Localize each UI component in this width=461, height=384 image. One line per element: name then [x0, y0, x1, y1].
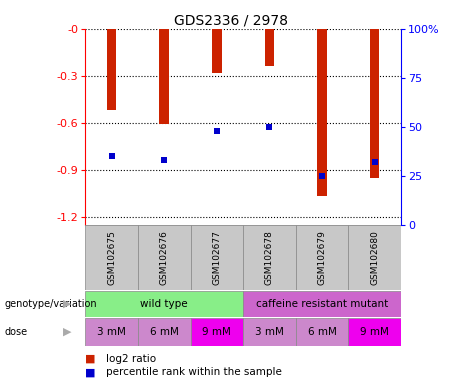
Text: 3 mM: 3 mM	[255, 326, 284, 337]
Text: caffeine resistant mutant: caffeine resistant mutant	[256, 299, 388, 309]
Text: GSM102679: GSM102679	[318, 230, 327, 285]
Bar	[370, 29, 379, 178]
Text: 6 mM: 6 mM	[307, 326, 337, 337]
Text: 9 mM: 9 mM	[202, 326, 231, 337]
Text: ▶: ▶	[63, 299, 71, 309]
Text: 3 mM: 3 mM	[97, 326, 126, 337]
Bar	[243, 291, 401, 317]
Text: percentile rank within the sample: percentile rank within the sample	[106, 367, 282, 377]
Bar	[296, 225, 349, 290]
Bar	[160, 29, 169, 124]
Text: 6 mM: 6 mM	[150, 326, 179, 337]
Bar	[85, 291, 243, 317]
Text: ▶: ▶	[63, 326, 71, 337]
Bar	[107, 29, 116, 110]
Bar	[265, 29, 274, 66]
Bar	[85, 225, 138, 290]
Text: GSM102678: GSM102678	[265, 230, 274, 285]
Text: dose: dose	[5, 326, 28, 337]
Text: genotype/variation: genotype/variation	[5, 299, 97, 309]
Bar	[212, 29, 222, 73]
Text: ■: ■	[85, 354, 96, 364]
Bar	[317, 29, 327, 197]
Bar	[138, 225, 190, 290]
Bar	[190, 225, 243, 290]
Bar	[85, 318, 138, 346]
Text: GSM102680: GSM102680	[370, 230, 379, 285]
Bar	[349, 225, 401, 290]
Text: 9 mM: 9 mM	[361, 326, 389, 337]
Bar	[243, 225, 296, 290]
Bar	[190, 318, 243, 346]
Text: GSM102675: GSM102675	[107, 230, 116, 285]
Text: GSM102677: GSM102677	[213, 230, 221, 285]
Bar	[349, 318, 401, 346]
Text: GSM102676: GSM102676	[160, 230, 169, 285]
Bar	[296, 318, 349, 346]
Text: log2 ratio: log2 ratio	[106, 354, 156, 364]
Bar	[138, 318, 190, 346]
Bar	[243, 318, 296, 346]
Text: wild type: wild type	[141, 299, 188, 309]
Text: ■: ■	[85, 367, 96, 377]
Text: GDS2336 / 2978: GDS2336 / 2978	[173, 13, 288, 27]
